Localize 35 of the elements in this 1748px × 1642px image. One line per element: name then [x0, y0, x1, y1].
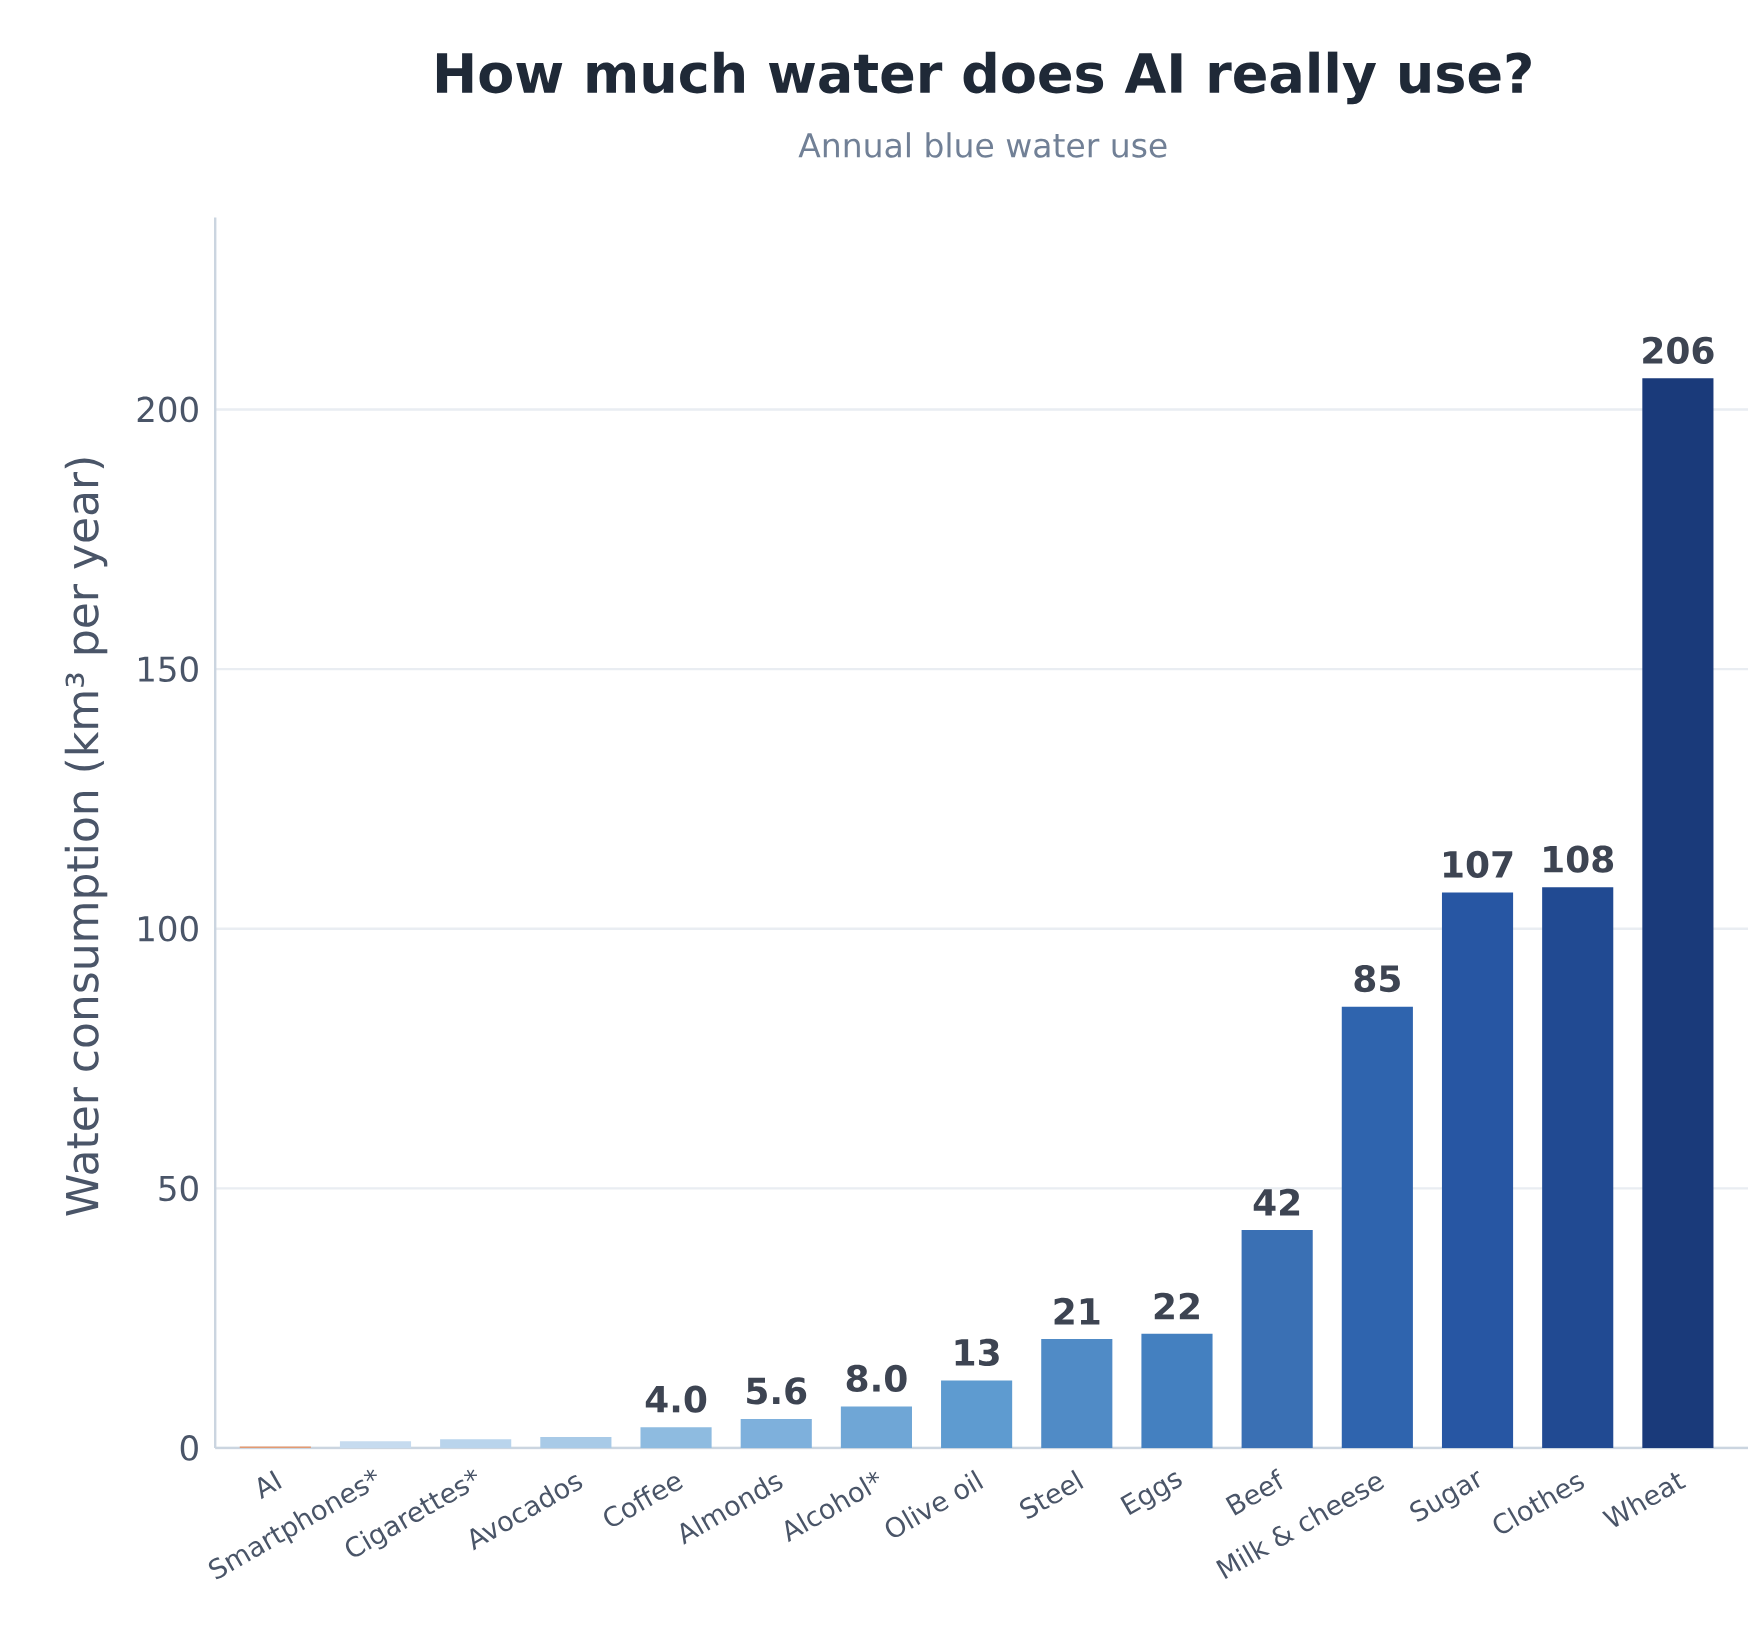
bar: [1542, 887, 1614, 1448]
bar: [1441, 892, 1514, 1448]
bar: [540, 1437, 612, 1448]
x-tick-label: Olive oil: [885, 1469, 984, 1538]
y-tick-label: 150: [138, 656, 198, 682]
bar: [640, 1427, 712, 1448]
chart-title: How much water does AI really use?: [436, 51, 1531, 105]
data-label: 21: [1054, 1297, 1100, 1325]
data-label: 5.6: [747, 1377, 807, 1405]
bar: [339, 1441, 412, 1448]
y-axis-title: Water consumption (km³ per year): [64, 458, 108, 1216]
chart-subtitle: Annual blue water use: [798, 132, 1167, 158]
data-label: 22: [1154, 1292, 1199, 1320]
data-label: 206: [1643, 336, 1714, 364]
data-label: 8.0: [846, 1364, 907, 1393]
y-tick-label: 200: [137, 396, 198, 423]
x-tick-label: Eggs: [1120, 1472, 1182, 1516]
y-tick-label: 0: [180, 1435, 198, 1461]
bar: [840, 1406, 912, 1448]
data-label: 108: [1544, 845, 1614, 873]
bar: [1041, 1338, 1113, 1448]
data-label: 85: [1354, 965, 1400, 993]
bar: [1341, 1006, 1413, 1448]
data-label: 13: [955, 1338, 999, 1367]
bar: [740, 1418, 812, 1448]
bar: [1141, 1333, 1213, 1448]
bar: [941, 1380, 1013, 1448]
data-label: 42: [1253, 1188, 1300, 1216]
bar: [1241, 1229, 1313, 1448]
bar: [440, 1439, 512, 1448]
y-tick-label: 50: [159, 1175, 198, 1202]
data-label: 4.0: [645, 1385, 707, 1413]
data-label: 107: [1444, 850, 1513, 878]
y-tick-label: 100: [138, 915, 198, 942]
bar: [1642, 378, 1714, 1448]
